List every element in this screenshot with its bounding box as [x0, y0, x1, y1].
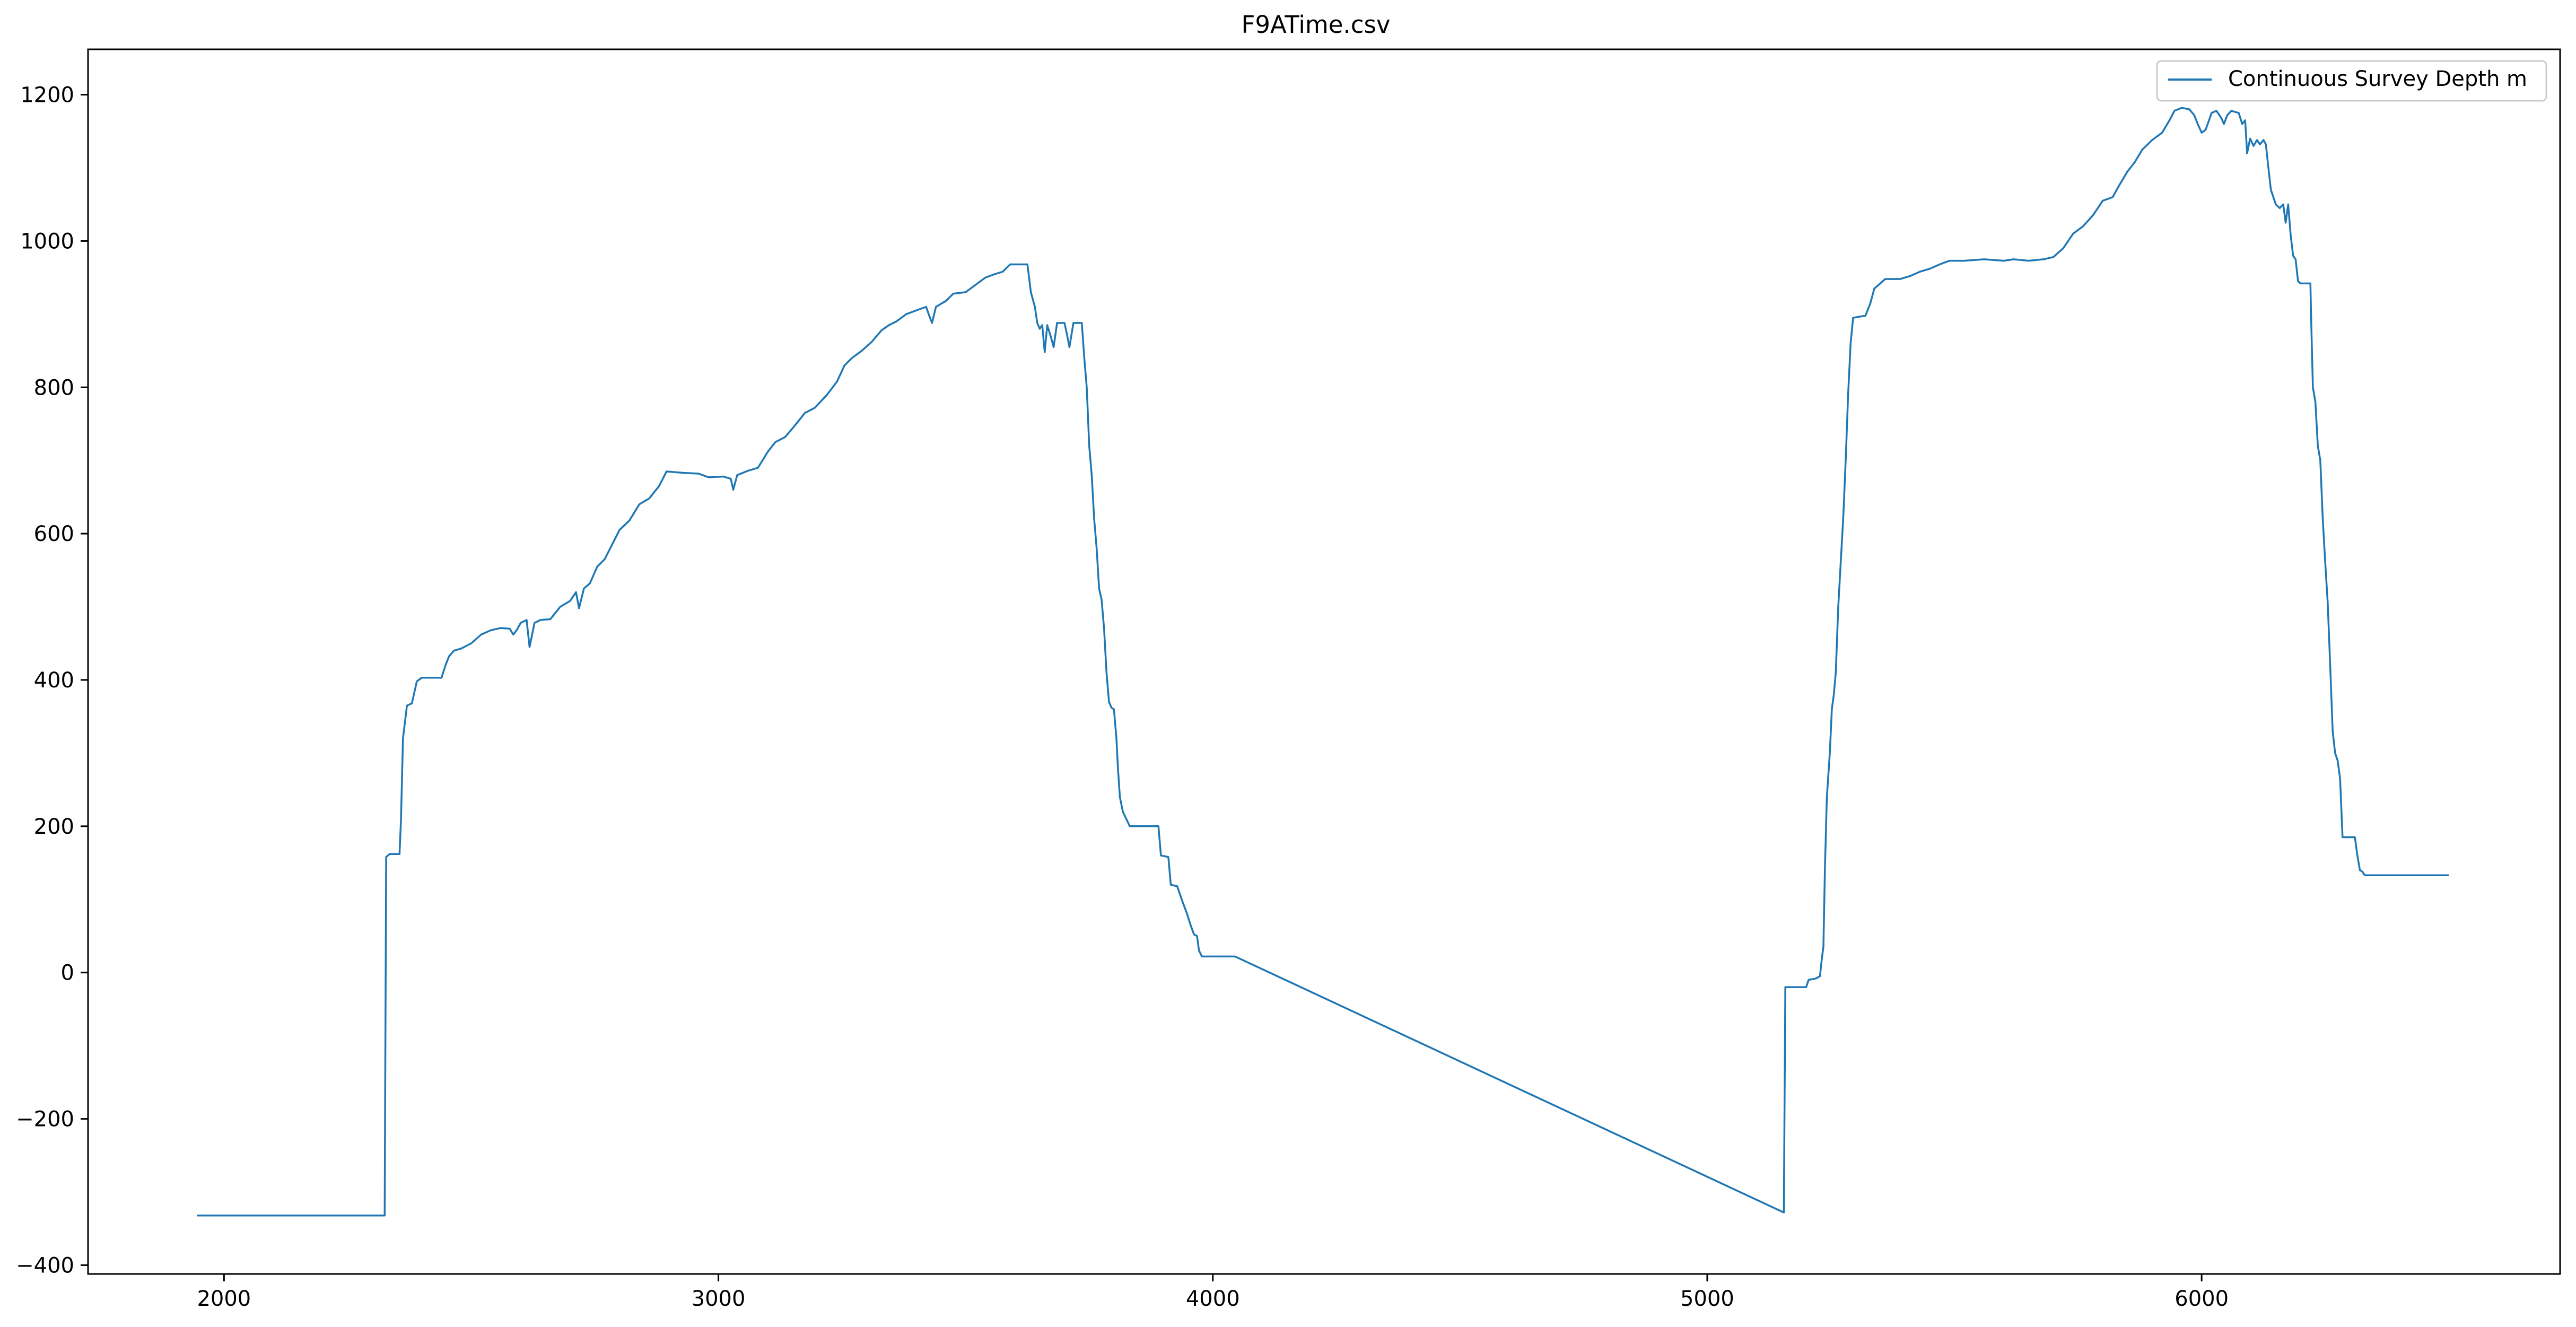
x-tick-label: 6000: [2175, 1287, 2229, 1311]
y-tick-label: 800: [34, 376, 74, 400]
x-tick-label: 2000: [197, 1287, 251, 1311]
x-tick-label: 4000: [1186, 1287, 1240, 1311]
plot-area: [197, 107, 2449, 1217]
chart-title: F9ATime.csv: [1241, 11, 1390, 39]
y-tick-label: 400: [34, 668, 74, 693]
y-tick-label: −200: [16, 1107, 74, 1132]
legend: Continuous Survey Depth m: [2156, 60, 2547, 102]
x-axis: 2000 3000 4000 5000 6000: [197, 1274, 2229, 1311]
x-tick-label: 3000: [692, 1287, 746, 1311]
x-tick-label: 5000: [1680, 1287, 1734, 1311]
axes-frame: [87, 48, 2561, 1275]
y-tick-label: 1000: [20, 229, 74, 254]
y-tick-label: 1200: [20, 83, 74, 108]
y-tick-label: 200: [34, 815, 74, 839]
y-tick-label: 0: [61, 961, 74, 985]
legend-box: [2156, 60, 2547, 102]
legend-label: Continuous Survey Depth m: [2228, 67, 2527, 91]
y-tick-label: 600: [34, 522, 74, 546]
y-axis: −400 −200 0 200 400 600 800 1000 1200: [16, 83, 88, 1278]
series-line-0: [197, 107, 2449, 1217]
y-tick-label: −400: [16, 1253, 74, 1278]
